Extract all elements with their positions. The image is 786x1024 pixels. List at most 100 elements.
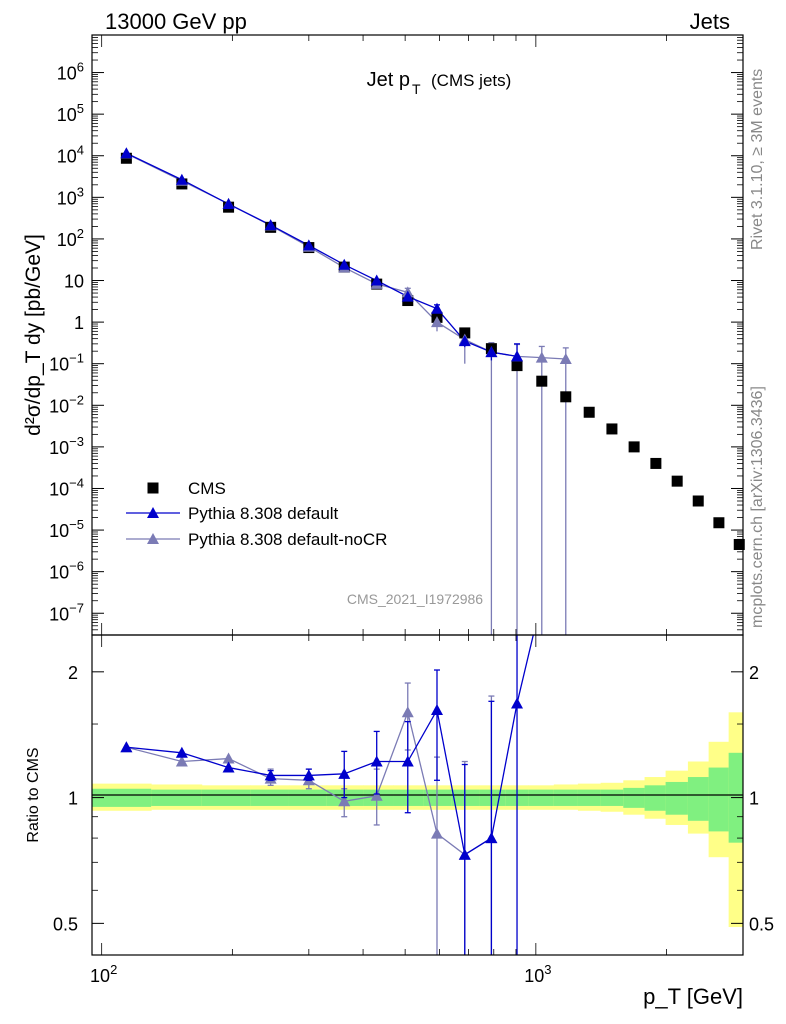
x-tick-label: 102	[90, 962, 117, 986]
ratio-marker-nocr	[430, 827, 443, 839]
x-tick-exponent: 2	[110, 962, 117, 977]
ratio-marker-nocr	[338, 795, 351, 807]
main-marker-default	[222, 198, 235, 210]
ratio-marker-default	[175, 746, 188, 758]
ratio-marker-nocr	[222, 752, 235, 764]
main-y-tick-base: 10	[49, 604, 69, 624]
main-marker-default	[264, 219, 277, 231]
ratio-y-tick-label-right: 0.5	[749, 914, 774, 934]
cms-data-point	[560, 391, 572, 403]
ratio-inner-band	[665, 781, 689, 815]
ratio-marker-default	[430, 704, 443, 716]
ratio-y-axis-title: Ratio to CMS	[25, 747, 42, 842]
main-y-tick-label: 103	[57, 184, 84, 208]
main-y-axis-label: d²σ/dp_T dy [pb/GeV]	[22, 234, 45, 436]
ratio-inner-band	[250, 789, 290, 806]
ratio-marker-default	[120, 741, 133, 753]
main-y-tick-base: 1	[74, 313, 84, 333]
main-y-tick-label: 105	[57, 101, 84, 125]
ratio-inner-band	[644, 785, 667, 811]
ratio-marker-nocr	[370, 789, 383, 801]
ratio-marker-default	[222, 761, 235, 773]
ratio-marker-default	[338, 767, 351, 779]
main-marker-default	[370, 274, 383, 286]
main-y-tick-exponent: 3	[77, 184, 84, 199]
analysis-watermark: CMS_2021_I1972986	[347, 591, 483, 607]
ratio-marker-default	[370, 755, 383, 767]
ratio-inner-band	[623, 787, 646, 808]
main-y-tick-label: 102	[57, 226, 84, 250]
main-marker-default	[120, 147, 133, 159]
ratio-marker-nocr	[401, 706, 414, 718]
legend-entry-label: Pythia 8.308 default	[188, 504, 339, 523]
main-marker-default	[458, 335, 471, 347]
main-marker-default	[511, 350, 524, 362]
legend-entry-label: Pythia 8.308 default-noCR	[188, 530, 387, 549]
ratio-inner-band	[151, 789, 203, 806]
cms-data-point	[650, 457, 662, 469]
main-marker-nocr	[535, 351, 548, 363]
header-collision-label: 13000 GeV pp	[105, 9, 247, 34]
legend: CMS Pythia 8.308 default Pythia 8.308 defa…	[126, 479, 387, 549]
main-marker-default	[302, 239, 315, 251]
main-y-tick-exponent: −3	[69, 434, 84, 449]
main-y-tick-exponent: 4	[77, 143, 84, 158]
main-y-tick-base: 10	[49, 355, 69, 375]
ratio-marker-default	[511, 697, 524, 709]
ratio-inner-band	[423, 789, 453, 806]
x-tick-base: 10	[524, 966, 544, 986]
ratio-uncertainty-bands	[92, 712, 744, 928]
ratio-marker-default	[458, 848, 471, 860]
main-y-tick-label: 10−6	[49, 559, 84, 583]
main-y-tick-base: 10	[57, 64, 77, 84]
ratio-y-axis-label: Ratio to CMS	[25, 747, 42, 842]
main-y-tick-label: 106	[57, 60, 84, 84]
main-y-tick-label: 1	[74, 313, 84, 333]
main-y-tick-label: 10−4	[49, 475, 84, 499]
ratio-inner-band	[393, 789, 424, 806]
ratio-marker-default	[401, 755, 414, 767]
legend-marker-triangle	[147, 533, 159, 544]
main-y-tick-exponent: −4	[69, 475, 84, 490]
cms-data-point	[733, 538, 745, 550]
main-y-axis: 10610510410310210110−110−210−310−410−510…	[49, 35, 744, 636]
legend-marker-triangle	[147, 507, 159, 518]
ratio-inner-band	[577, 789, 602, 806]
x-tick-label: 103	[524, 962, 551, 986]
main-y-tick-base: 10	[57, 105, 77, 125]
x-tick-base: 10	[90, 966, 110, 986]
main-y-tick-label: 10	[64, 272, 84, 292]
ratio-inner-band	[553, 789, 579, 806]
ratio-line-default	[126, 635, 534, 856]
main-title: Jet p	[367, 69, 410, 91]
main-y-tick-exponent: −5	[69, 517, 84, 532]
mcplots-citation-label: mcplots.cern.ch [arXiv:1306.3436]	[749, 386, 766, 628]
cms-data-point	[583, 406, 595, 418]
main-y-axis-title: d²σ/dp_T dy [pb/GeV]	[22, 234, 45, 436]
ratio-inner-band	[201, 789, 251, 806]
ratio-y-tick-label-right: 1	[749, 789, 759, 809]
main-y-tick-exponent: −2	[69, 392, 84, 407]
ratio-marker-nocr	[175, 755, 188, 767]
header-category-label: Jets	[690, 9, 730, 34]
cms-data-point	[671, 475, 683, 487]
cms-data-point	[536, 375, 548, 387]
ratio-inner-band	[528, 789, 555, 806]
legend-marker-cms	[147, 482, 159, 494]
main-panel: 10610510410310210110−110−210−310−410−510…	[22, 34, 745, 636]
ratio-inner-band	[288, 789, 328, 806]
ratio-y-tick-label: 0.5	[53, 914, 78, 934]
main-marker-nocr	[559, 352, 572, 364]
main-y-tick-label: 10−1	[49, 351, 84, 375]
main-marker-default	[338, 258, 351, 270]
main-marker-nocr	[430, 316, 443, 328]
main-y-tick-base: 10	[49, 521, 69, 541]
main-y-tick-exponent: 2	[77, 226, 84, 241]
ratio-inner-band	[600, 789, 624, 806]
main-data-layer	[120, 147, 745, 635]
main-y-tick-label: 10−2	[49, 392, 84, 416]
main-y-tick-label: 10−5	[49, 517, 84, 541]
